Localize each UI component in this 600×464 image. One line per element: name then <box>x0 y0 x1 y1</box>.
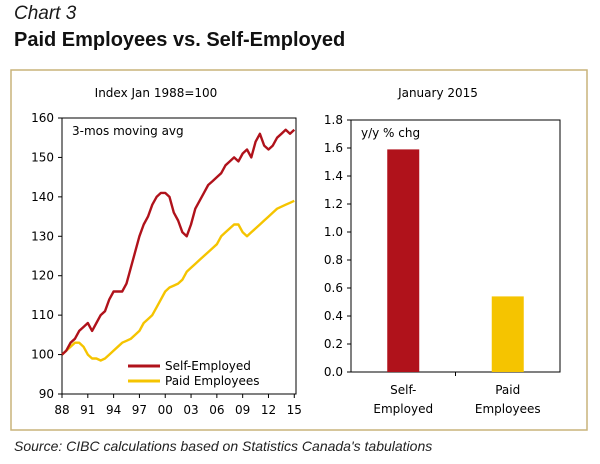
line-chart-x-tick-label: 97 <box>132 403 147 417</box>
line-chart-y-tick-label: 160 <box>31 111 54 125</box>
chart-title: Paid Employees vs. Self-Employed <box>14 29 346 51</box>
line-chart-y-tick-label: 140 <box>31 190 54 204</box>
line-chart-annotation: 3-mos moving avg <box>72 124 184 138</box>
bar-chart-ylabel: y/y % chg <box>361 126 420 140</box>
series-line-self-employed <box>61 128 296 356</box>
bar-chart-y-tick-label: 1.2 <box>324 197 343 211</box>
bar-chart-y-tick-label: 0.8 <box>324 253 343 267</box>
bar-chart-y-tick-label: 0.4 <box>324 309 343 323</box>
line-chart-y-tick-label: 110 <box>31 308 54 322</box>
line-chart-x-tick-label: 88 <box>54 403 69 417</box>
bar-chart-y-tick-label: 1.6 <box>324 141 343 155</box>
bar-chart-title: January 2015 <box>397 86 478 100</box>
legend-label-self-employed: Self-Employed <box>165 359 251 373</box>
bar-chart-y-tick-label: 1.0 <box>324 225 343 239</box>
bar-chart-y-tick-label: 0.0 <box>324 365 343 379</box>
line-chart-y-tick-label: 150 <box>31 150 54 164</box>
line-chart-x-tick-label: 91 <box>80 403 95 417</box>
legend-label-paid-employees: Paid Employees <box>165 374 260 388</box>
line-chart-title: Index Jan 1988=100 <box>95 86 218 100</box>
line-chart-y-tick-label: 120 <box>31 269 54 283</box>
source-note: Source: CIBC calculations based on Stati… <box>14 438 433 454</box>
line-chart-x-tick-label: 09 <box>235 403 250 417</box>
chart-frame <box>10 69 588 431</box>
bar-chart-y-tick-label: 1.4 <box>324 169 343 183</box>
bar-category-label-line2: Employed <box>373 402 433 416</box>
bar-chart-y-tick-label: 0.2 <box>324 337 343 351</box>
line-chart-x-tick-label: 94 <box>106 403 121 417</box>
bar-category-label-line1: Paid <box>495 383 520 397</box>
line-chart-x-tick-label: 06 <box>209 403 224 417</box>
bar-category-label-line2: Employees <box>475 402 541 416</box>
chart-number: Chart 3 <box>14 3 77 24</box>
bar-chart-y-tick-label: 0.6 <box>324 281 343 295</box>
line-chart-x-tick-label: 00 <box>158 403 173 417</box>
bar-chart-y-tick-label: 1.8 <box>324 113 343 127</box>
bar-chart: January 2015 y/y % chg 0.0 0.2 0.4 0.6 0.8 1.… <box>324 86 561 416</box>
series-line-paid-employees <box>61 199 295 362</box>
bar-paid-employees <box>491 296 524 372</box>
line-chart-x-tick-label: 03 <box>183 403 198 417</box>
line-chart-y-tick-label: 100 <box>31 348 54 362</box>
bar-category-label-line1: Self- <box>390 383 416 397</box>
line-chart-x-tick-label: 12 <box>261 403 276 417</box>
line-chart-y-tick-label: 90 <box>39 387 54 401</box>
bar-chart-plot-area <box>350 119 561 373</box>
line-chart: Index Jan 1988=100 3-mos moving avg 90 10… <box>31 86 302 417</box>
bar-self-employed <box>387 149 420 372</box>
line-chart-y-tick-label: 130 <box>31 229 54 243</box>
line-chart-plot-area <box>61 117 297 395</box>
line-chart-x-tick-label: 15 <box>287 403 302 417</box>
line-chart-legend: Self-Employed Paid Employees <box>128 359 260 388</box>
